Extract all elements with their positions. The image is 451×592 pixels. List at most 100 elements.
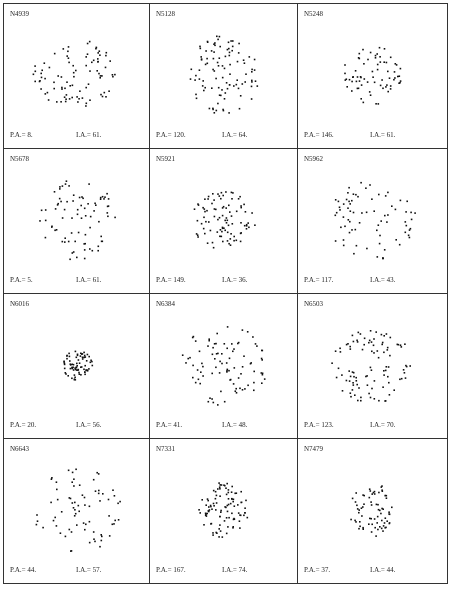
- hii-region-dot: [228, 204, 230, 207]
- hii-region-dot: [208, 339, 210, 342]
- hii-region-dot: [69, 360, 71, 362]
- hii-region-dot: [260, 357, 263, 360]
- hii-region-dot: [208, 221, 210, 223]
- hii-region-dot: [383, 370, 385, 372]
- hii-region-dot: [260, 372, 263, 374]
- hii-region-dot: [247, 384, 249, 387]
- hii-region-dot: [106, 212, 109, 214]
- hii-region-dot: [92, 478, 95, 481]
- hii-region-dot: [72, 200, 74, 202]
- hii-region-dot: [342, 216, 345, 218]
- inclination-angle: I.A.= 64.: [222, 131, 248, 139]
- hii-region-dot: [73, 75, 75, 78]
- hii-region-dot: [191, 336, 194, 339]
- hii-region-dot: [405, 224, 408, 227]
- hii-region-dot: [231, 49, 233, 52]
- hii-region-dot: [393, 78, 395, 81]
- hii-region-dot: [226, 240, 229, 242]
- hii-region-dot: [378, 242, 381, 245]
- hii-region-dot: [70, 550, 73, 552]
- hii-region-dot: [227, 503, 230, 506]
- hii-region-dot: [348, 231, 351, 234]
- hii-region-dot: [67, 240, 70, 243]
- hii-region-dot: [78, 98, 80, 100]
- hii-region-dot: [89, 70, 91, 72]
- hii-region-dot: [353, 252, 355, 255]
- position-angle: P.A.= 167.: [156, 566, 186, 574]
- hii-region-dot: [341, 374, 343, 376]
- hii-region-dot: [60, 101, 62, 103]
- hii-region-dot: [60, 76, 63, 78]
- hii-region-dot: [212, 534, 214, 536]
- hii-region-dot: [85, 64, 87, 67]
- hii-region-dot: [83, 351, 85, 354]
- hii-region-dot: [338, 206, 341, 209]
- hii-region-dot: [76, 208, 79, 211]
- hii-region-dot: [111, 523, 114, 526]
- hii-region-dot: [200, 56, 202, 58]
- hii-region-dot: [99, 196, 102, 199]
- hii-region-dot: [231, 343, 233, 345]
- hii-region-dot: [380, 486, 383, 488]
- hii-region-dot: [81, 353, 83, 355]
- hii-region-dot: [194, 340, 197, 342]
- hii-region-dot: [252, 336, 254, 338]
- hii-region-dot: [97, 58, 99, 60]
- hii-region-dot: [223, 520, 226, 522]
- hii-region-dot: [396, 343, 399, 346]
- hii-region-dot: [239, 387, 241, 390]
- hii-region-dot: [88, 541, 91, 544]
- hii-region-dot: [215, 494, 218, 497]
- hii-region-dot: [99, 54, 101, 56]
- hii-region-dot: [226, 231, 229, 234]
- hii-region-dot: [404, 231, 407, 234]
- hii-region-dot: [64, 372, 67, 374]
- hii-region-dot: [356, 508, 359, 510]
- hii-region-dot: [387, 366, 390, 368]
- hii-region-dot: [222, 109, 225, 112]
- hii-region-dot: [388, 511, 390, 513]
- hii-region-dot: [232, 500, 234, 503]
- hii-region-dot: [208, 506, 210, 508]
- hii-region-dot: [382, 508, 384, 510]
- hii-region-dot: [381, 341, 384, 344]
- hii-region-dot: [217, 65, 220, 67]
- hii-region-dot: [361, 212, 363, 214]
- hii-region-dot: [74, 509, 76, 511]
- hii-region-dot: [368, 488, 371, 490]
- hii-region-dot: [345, 198, 348, 201]
- hii-region-dot: [205, 50, 207, 52]
- hii-region-dot: [385, 61, 388, 64]
- hii-region-dot: [73, 478, 75, 480]
- hii-region-dot: [223, 67, 226, 70]
- hii-region-dot: [386, 520, 388, 522]
- hii-region-dot: [196, 369, 199, 371]
- hii-region-dot: [369, 51, 372, 54]
- hii-region-dot: [204, 512, 207, 515]
- hii-region-dot: [111, 74, 114, 76]
- hii-region-dot: [94, 540, 96, 543]
- hii-region-dot: [235, 492, 238, 494]
- hii-region-dot: [98, 489, 100, 492]
- hii-region-dot: [64, 241, 66, 243]
- hii-region-dot: [381, 485, 383, 487]
- hii-region-dot: [212, 246, 215, 249]
- hii-region-dot: [223, 343, 226, 345]
- hii-region-dot: [52, 519, 55, 522]
- hii-region-dot: [237, 198, 240, 200]
- hii-region-dot: [383, 249, 386, 251]
- hii-region-dot: [219, 515, 221, 518]
- hii-region-dot: [361, 348, 364, 351]
- hii-region-dot: [222, 240, 224, 243]
- hii-region-dot: [376, 229, 378, 232]
- hii-region-dot: [80, 366, 83, 368]
- hii-region-dot: [253, 381, 255, 384]
- hii-region-dot: [235, 239, 238, 242]
- hii-region-dot: [222, 205, 225, 208]
- hii-region-dot: [100, 534, 102, 536]
- hii-region-dot: [389, 88, 392, 90]
- hii-region-dot: [235, 387, 237, 390]
- hii-region-dot: [50, 501, 52, 504]
- hii-region-dot: [261, 373, 264, 376]
- hii-region-dot: [387, 375, 389, 378]
